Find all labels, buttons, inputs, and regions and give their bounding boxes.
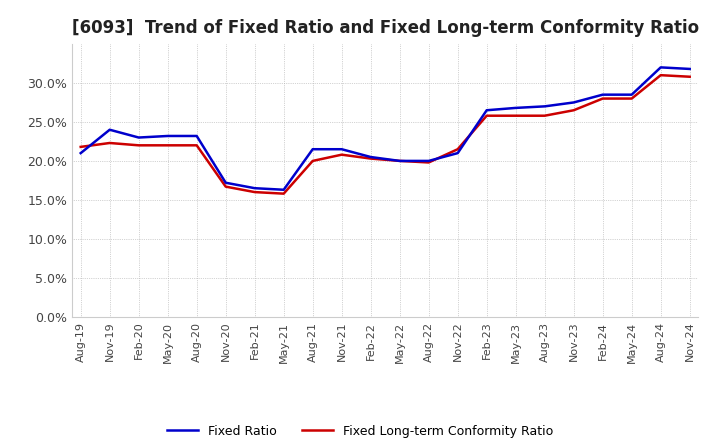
Fixed Ratio xyxy=(76,150,85,156)
Fixed Ratio xyxy=(279,187,288,192)
Fixed Ratio xyxy=(454,150,462,156)
Fixed Long-term Conformity Ratio xyxy=(192,143,201,148)
Fixed Long-term Conformity Ratio xyxy=(76,144,85,150)
Fixed Long-term Conformity Ratio xyxy=(135,143,143,148)
Fixed Long-term Conformity Ratio xyxy=(308,158,317,164)
Fixed Ratio xyxy=(395,158,404,164)
Title: [6093]  Trend of Fixed Ratio and Fixed Long-term Conformity Ratio: [6093] Trend of Fixed Ratio and Fixed Lo… xyxy=(71,19,699,37)
Fixed Long-term Conformity Ratio xyxy=(685,74,694,79)
Fixed Long-term Conformity Ratio xyxy=(395,158,404,164)
Fixed Ratio xyxy=(338,147,346,152)
Fixed Ratio xyxy=(541,104,549,109)
Fixed Ratio xyxy=(105,127,114,132)
Fixed Ratio xyxy=(221,180,230,185)
Fixed Long-term Conformity Ratio xyxy=(541,113,549,118)
Fixed Ratio xyxy=(598,92,607,97)
Fixed Long-term Conformity Ratio xyxy=(570,108,578,113)
Fixed Long-term Conformity Ratio xyxy=(482,113,491,118)
Fixed Long-term Conformity Ratio xyxy=(366,156,375,161)
Fixed Long-term Conformity Ratio xyxy=(454,147,462,152)
Fixed Ratio xyxy=(570,100,578,105)
Fixed Ratio xyxy=(627,92,636,97)
Fixed Long-term Conformity Ratio xyxy=(338,152,346,158)
Fixed Ratio xyxy=(251,186,259,191)
Line: Fixed Ratio: Fixed Ratio xyxy=(81,67,690,190)
Fixed Long-term Conformity Ratio xyxy=(251,190,259,195)
Fixed Ratio xyxy=(511,105,520,110)
Fixed Long-term Conformity Ratio xyxy=(657,73,665,78)
Fixed Ratio xyxy=(135,135,143,140)
Fixed Ratio xyxy=(685,66,694,72)
Fixed Long-term Conformity Ratio xyxy=(511,113,520,118)
Fixed Ratio xyxy=(192,133,201,139)
Fixed Long-term Conformity Ratio xyxy=(424,160,433,165)
Fixed Ratio xyxy=(308,147,317,152)
Fixed Long-term Conformity Ratio xyxy=(163,143,172,148)
Fixed Long-term Conformity Ratio xyxy=(598,96,607,101)
Fixed Ratio xyxy=(657,65,665,70)
Fixed Long-term Conformity Ratio xyxy=(279,191,288,196)
Fixed Ratio xyxy=(482,108,491,113)
Line: Fixed Long-term Conformity Ratio: Fixed Long-term Conformity Ratio xyxy=(81,75,690,194)
Legend: Fixed Ratio, Fixed Long-term Conformity Ratio: Fixed Ratio, Fixed Long-term Conformity … xyxy=(162,420,558,440)
Fixed Long-term Conformity Ratio xyxy=(627,96,636,101)
Fixed Ratio xyxy=(366,154,375,160)
Fixed Long-term Conformity Ratio xyxy=(105,140,114,146)
Fixed Ratio xyxy=(424,158,433,164)
Fixed Ratio xyxy=(163,133,172,139)
Fixed Long-term Conformity Ratio xyxy=(221,184,230,189)
